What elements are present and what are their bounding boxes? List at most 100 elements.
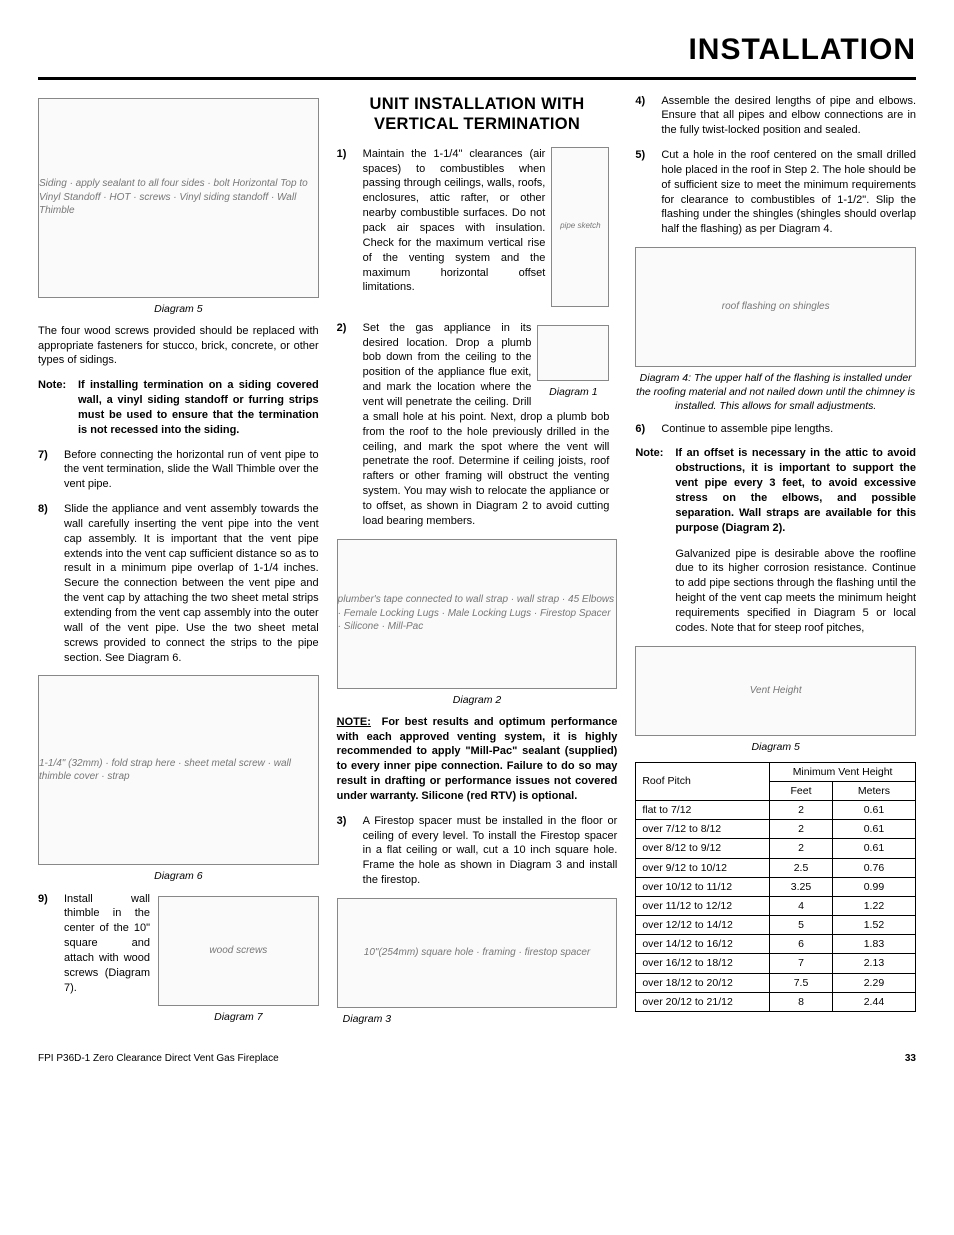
cell-feet: 2.5 [770, 858, 833, 877]
cell-pitch: flat to 7/12 [636, 801, 770, 820]
diagram-7-figure: wood screws [158, 896, 319, 1006]
content-columns: Siding · apply sealant to all four sides… [38, 94, 916, 1035]
step-num: 7) [38, 448, 56, 493]
step-2: 2) Diagram 1 Set the gas appliance in it… [337, 321, 618, 529]
diagram-3-figure: 10"(254mm) square hole · framing · fires… [337, 898, 618, 1008]
table-row: over 14/12 to 16/1261.83 [636, 935, 916, 954]
pitch-table: Roof Pitch Minimum Vent Height Feet Mete… [635, 762, 916, 1012]
cell-pitch: over 10/12 to 11/12 [636, 877, 770, 896]
table-row: over 16/12 to 18/1272.13 [636, 954, 916, 973]
step-5: 5) Cut a hole in the roof centered on th… [635, 148, 916, 237]
step-num: 3) [337, 814, 355, 888]
step-num: 4) [635, 94, 653, 139]
note-text: If installing termination on a siding co… [78, 378, 319, 437]
step-num: 2) [337, 321, 355, 529]
cell-feet: 7 [770, 954, 833, 973]
step-num: 6) [635, 422, 653, 437]
table-row: over 20/12 to 21/1282.44 [636, 992, 916, 1011]
note-text: For best results and optimum performance… [337, 716, 618, 802]
table-row: over 7/12 to 8/1220.61 [636, 820, 916, 839]
diagram-2-figure: plumber's tape connected to wall strap ·… [337, 539, 618, 689]
th-pitch: Roof Pitch [636, 762, 770, 800]
cell-meters: 0.61 [832, 820, 915, 839]
column-3: 4) Assemble the desired lengths of pipe … [635, 94, 916, 1035]
col1-note: Note: If installing termination on a sid… [38, 378, 319, 437]
diagram-5-figure: Siding · apply sealant to all four sides… [38, 98, 319, 298]
step-1: 1) pipe sketch Maintain the 1-1/4" clear… [337, 147, 618, 311]
diagram-2-caption: Diagram 2 [337, 693, 618, 707]
section-title: UNIT INSTALLATION WITH VERTICAL TERMINAT… [337, 94, 618, 135]
page-title: INSTALLATION [38, 30, 916, 71]
diagram-3-caption: Diagram 3 [343, 1012, 618, 1026]
step-7: 7) Before connecting the horizontal run … [38, 448, 319, 493]
step-num: 5) [635, 148, 653, 237]
diagram-5v-caption: Diagram 5 [635, 740, 916, 754]
cell-meters: 2.29 [832, 973, 915, 992]
cell-meters: 0.76 [832, 858, 915, 877]
cell-meters: 0.99 [832, 877, 915, 896]
diagram-1-box [537, 325, 609, 381]
diagram-5-caption: Diagram 5 [38, 302, 319, 316]
table-row: over 12/12 to 14/1251.52 [636, 916, 916, 935]
step-text: pipe sketch Maintain the 1-1/4" clearanc… [363, 147, 610, 311]
cell-pitch: over 14/12 to 16/12 [636, 935, 770, 954]
table-row: over 8/12 to 9/1220.61 [636, 839, 916, 858]
step-text: Install wall thimble in the center of th… [64, 892, 150, 996]
cell-pitch: over 9/12 to 10/12 [636, 858, 770, 877]
step-text: Before connecting the horizontal run of … [64, 448, 319, 493]
th-feet: Feet [770, 781, 833, 800]
step-text: Continue to assemble pipe lengths. [661, 422, 916, 437]
diagram-4-caption: Diagram 4: The upper half of the flashin… [635, 371, 916, 414]
footer: FPI P36D-1 Zero Clearance Direct Vent Ga… [38, 1052, 916, 1066]
cell-feet: 3.25 [770, 877, 833, 896]
cell-feet: 4 [770, 896, 833, 915]
step-text: Assemble the desired lengths of pipe and… [661, 94, 916, 139]
cell-meters: 2.44 [832, 992, 915, 1011]
step-text: Cut a hole in the roof centered on the s… [661, 148, 916, 237]
table-row: over 18/12 to 20/127.52.29 [636, 973, 916, 992]
footer-page: 33 [905, 1052, 916, 1066]
cell-meters: 0.61 [832, 801, 915, 820]
cell-feet: 7.5 [770, 973, 833, 992]
column-2: UNIT INSTALLATION WITH VERTICAL TERMINAT… [337, 94, 618, 1035]
cell-pitch: over 7/12 to 8/12 [636, 820, 770, 839]
cell-feet: 2 [770, 820, 833, 839]
diagram-1-caption: Diagram 1 [537, 385, 609, 399]
cell-meters: 2.13 [832, 954, 915, 973]
step-text: Diagram 1 Set the gas appliance in its d… [363, 321, 610, 529]
step-3: 3) A Firestop spacer must be installed i… [337, 814, 618, 888]
step-4: 4) Assemble the desired lengths of pipe … [635, 94, 916, 139]
col3-note: Note: If an offset is necessary in the a… [635, 446, 916, 535]
cell-pitch: over 18/12 to 20/12 [636, 973, 770, 992]
step-num: 1) [337, 147, 355, 311]
cell-pitch: over 8/12 to 9/12 [636, 839, 770, 858]
cell-meters: 1.83 [832, 935, 915, 954]
diagram-4-figure: roof flashing on shingles [635, 247, 916, 367]
cell-pitch: over 11/12 to 12/12 [636, 896, 770, 915]
table-row: over 9/12 to 10/122.50.76 [636, 858, 916, 877]
header-rule [38, 77, 916, 80]
cell-feet: 8 [770, 992, 833, 1011]
table-header-row: Roof Pitch Minimum Vent Height [636, 762, 916, 781]
footer-left: FPI P36D-1 Zero Clearance Direct Vent Ga… [38, 1052, 279, 1066]
cell-feet: 6 [770, 935, 833, 954]
note-label: NOTE: [337, 716, 371, 728]
step-num: 8) [38, 502, 56, 665]
cell-meters: 0.61 [832, 839, 915, 858]
th-minheight: Minimum Vent Height [770, 762, 916, 781]
step-num: 9) [38, 892, 56, 996]
step-2b-text: where the vent will penetrate the ceilin… [363, 381, 610, 527]
note-label: Note: [38, 378, 72, 437]
col1-para1: The four wood screws provided should be … [38, 324, 319, 369]
th-meters: Meters [832, 781, 915, 800]
diagram-6-figure: 1-1/4" (32mm) · fold strap here · sheet … [38, 675, 319, 865]
diagram-1-inline: pipe sketch [551, 147, 609, 307]
note-label: Note: [635, 446, 669, 535]
column-1: Siding · apply sealant to all four sides… [38, 94, 319, 1035]
step-6: 6) Continue to assemble pipe lengths. [635, 422, 916, 437]
step-text: A Firestop spacer must be installed in t… [363, 814, 618, 888]
step-9: 9) Install wall thimble in the center of… [38, 892, 150, 996]
note-text: If an offset is necessary in the attic t… [675, 446, 916, 535]
cell-pitch: over 16/12 to 18/12 [636, 954, 770, 973]
diagram-6-caption: Diagram 6 [38, 869, 319, 883]
